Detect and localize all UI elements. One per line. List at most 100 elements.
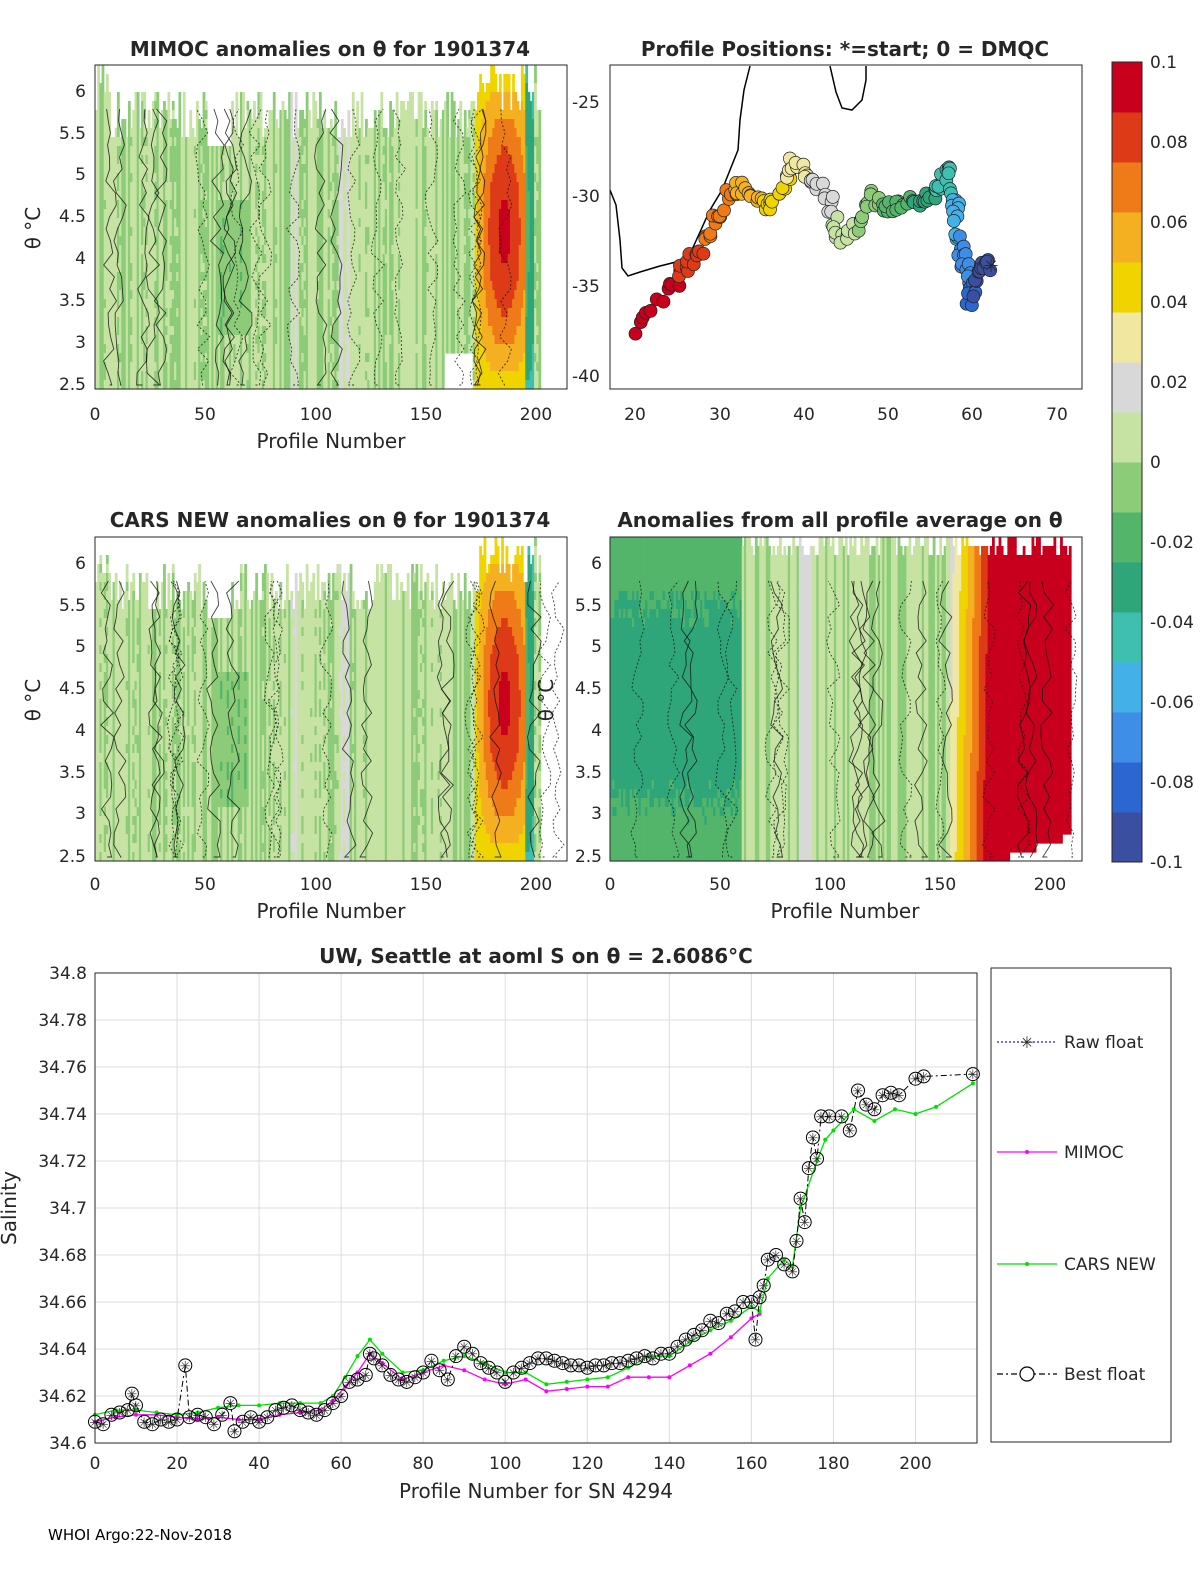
field-cell xyxy=(95,326,98,336)
field-cell xyxy=(266,317,270,327)
field-cell xyxy=(193,200,197,210)
field-cell xyxy=(237,263,241,273)
field-cell xyxy=(329,317,333,327)
field-cell xyxy=(266,173,270,183)
field-cell xyxy=(108,245,111,255)
field-cell xyxy=(259,326,263,336)
field-cell xyxy=(312,191,316,201)
field-cell xyxy=(176,227,180,237)
field-cell xyxy=(112,218,116,228)
field-cell xyxy=(281,326,285,336)
field-cell xyxy=(211,290,215,300)
field-cell xyxy=(327,209,331,219)
field-cell xyxy=(154,173,158,183)
field-cell xyxy=(312,146,316,156)
field-cell xyxy=(149,218,153,228)
field-cell xyxy=(327,164,331,174)
field-cell xyxy=(141,362,144,372)
field-cell xyxy=(314,200,318,210)
field-cell xyxy=(156,146,160,156)
field-cell xyxy=(266,371,270,381)
field-cell xyxy=(112,263,116,273)
field-cell xyxy=(283,146,287,156)
field-cell xyxy=(160,317,164,327)
field-cell xyxy=(250,281,254,291)
field-cell xyxy=(310,227,313,237)
field-cell xyxy=(349,200,353,210)
field-cell xyxy=(301,218,305,228)
field-cell xyxy=(108,173,111,183)
field-cell xyxy=(316,182,320,192)
field-cell xyxy=(264,164,267,174)
field-cell xyxy=(301,254,305,264)
field-cell xyxy=(182,110,186,120)
field-cell xyxy=(180,272,184,282)
field-cell xyxy=(189,137,193,147)
field-cell xyxy=(152,101,155,111)
field-cell xyxy=(105,236,109,246)
field-cell xyxy=(389,155,392,165)
field-cell xyxy=(259,110,263,120)
field-cell xyxy=(103,173,107,183)
field-cell xyxy=(378,146,381,156)
field-cell xyxy=(261,371,265,381)
field-cell xyxy=(156,227,160,237)
field-cell xyxy=(163,146,166,156)
field-cell xyxy=(110,353,114,363)
field-cell xyxy=(180,146,184,156)
field-cell xyxy=(114,308,118,318)
field-cell xyxy=(202,236,206,246)
field-cell xyxy=(288,110,291,120)
field-cell xyxy=(213,218,217,228)
field-cell xyxy=(347,128,351,138)
field-cell xyxy=(275,326,278,336)
field-cell xyxy=(158,137,162,147)
field-cell xyxy=(264,137,267,147)
field-cell xyxy=(301,353,305,363)
field-cell xyxy=(136,281,140,291)
field-cell xyxy=(257,326,261,336)
field-cell xyxy=(141,299,144,309)
field-cell xyxy=(134,263,138,273)
field-cell xyxy=(316,200,320,210)
field-cell xyxy=(354,272,357,282)
field-cell xyxy=(268,254,272,264)
field-cell xyxy=(365,362,368,372)
field-cell xyxy=(231,299,234,309)
field-cell xyxy=(233,146,237,156)
field-cell xyxy=(323,137,327,147)
field-cell xyxy=(121,155,125,165)
field-cell xyxy=(182,308,186,318)
field-cell xyxy=(279,137,283,147)
field-cell xyxy=(156,335,160,345)
field-cell xyxy=(321,371,324,381)
field-cell xyxy=(321,317,324,327)
field-cell xyxy=(292,344,296,354)
field-cell xyxy=(132,281,136,291)
field-cell xyxy=(213,344,217,354)
field-cell xyxy=(182,371,186,381)
field-cell xyxy=(246,146,250,156)
field-cell xyxy=(362,236,366,246)
field-cell xyxy=(288,236,291,246)
field-cell xyxy=(209,317,212,327)
field-cell xyxy=(261,335,265,345)
field-cell xyxy=(136,326,140,336)
field-cell xyxy=(294,308,298,318)
field-cell xyxy=(323,299,327,309)
field-cell xyxy=(384,236,388,246)
field-cell xyxy=(141,353,144,363)
field-cell xyxy=(119,272,122,282)
field-cell xyxy=(272,344,276,354)
field-cell xyxy=(160,371,164,381)
field-cell xyxy=(334,236,338,246)
field-cell xyxy=(156,110,160,120)
field-cell xyxy=(112,353,116,363)
field-cell xyxy=(329,182,333,192)
field-cell xyxy=(105,362,109,372)
field-cell xyxy=(180,137,184,147)
mimoc-anomaly-field xyxy=(95,65,542,390)
field-cell xyxy=(386,344,390,354)
field-cell xyxy=(380,245,384,255)
field-cell xyxy=(242,344,245,354)
